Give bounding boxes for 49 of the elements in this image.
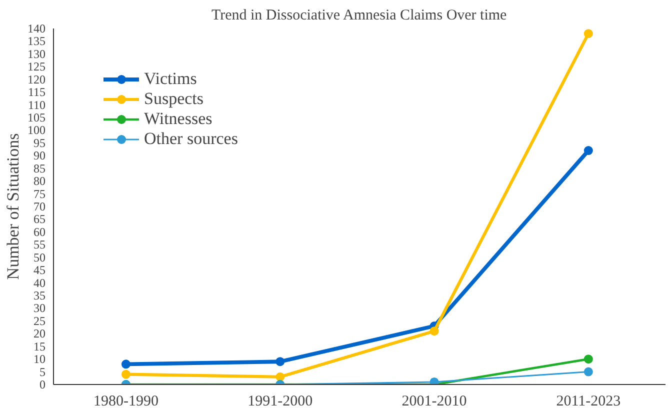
y-tick-label: 40 — [34, 276, 46, 290]
y-tick-label: 45 — [34, 263, 46, 278]
x-tick-label: 2001-2010 — [402, 394, 467, 408]
x-tick-label: 2011-2023 — [556, 394, 621, 408]
y-tick-label: 0 — [40, 378, 46, 392]
y-tick-label: 105 — [28, 110, 46, 124]
y-tick-label: 15 — [34, 339, 46, 354]
legend-label: Victims — [144, 69, 197, 89]
y-tick-label: 10 — [34, 352, 46, 366]
point — [584, 29, 593, 38]
y-tick-label: 25 — [34, 314, 46, 328]
y-tick-label: 120 — [28, 72, 46, 86]
point — [121, 370, 130, 379]
y-tick-label: 115 — [28, 85, 46, 100]
y-tick-label: 5 — [40, 364, 46, 379]
point — [584, 354, 593, 364]
y-axis-title: Number of Situations — [4, 133, 22, 280]
y-tick-label: 135 — [28, 34, 46, 48]
y-tick-label: 90 — [34, 148, 46, 163]
point — [121, 360, 130, 369]
point — [430, 377, 439, 384]
y-tick-label: 95 — [34, 136, 46, 150]
x-tick-label: 1980-1990 — [93, 394, 158, 408]
y-tick-label: 75 — [34, 186, 46, 201]
point — [276, 357, 285, 366]
y-tick-label: 50 — [34, 250, 46, 264]
point — [276, 372, 285, 382]
y-tick-label: 30 — [34, 301, 46, 316]
y-tick-label: 60 — [34, 224, 46, 239]
y-tick-label: 130 — [28, 46, 46, 61]
point — [584, 146, 593, 156]
y-tick-label: 100 — [28, 123, 46, 138]
y-tick-label: 110 — [28, 98, 46, 112]
y-tick-label: 85 — [34, 161, 46, 176]
y-tick-label: 35 — [34, 288, 46, 302]
y-tick-label: 20 — [34, 326, 46, 341]
y-tick-label: 80 — [34, 174, 46, 188]
legend-label: Other sources — [144, 129, 238, 149]
point — [584, 367, 593, 376]
legend-label: Witnesses — [144, 109, 212, 129]
y-tick-label: 65 — [34, 212, 46, 226]
chart-title: Trend in Dissociative Amnesia Claims Over time — [211, 8, 508, 24]
point — [430, 326, 439, 336]
y-tick-label: 140 — [28, 22, 46, 36]
legend-label: Suspects — [144, 89, 204, 109]
y-tick-label: 70 — [34, 200, 46, 214]
y-tick-label: 125 — [28, 60, 46, 74]
y-tick-label: 55 — [34, 238, 46, 252]
x-tick-label: 1991-2000 — [248, 394, 313, 408]
